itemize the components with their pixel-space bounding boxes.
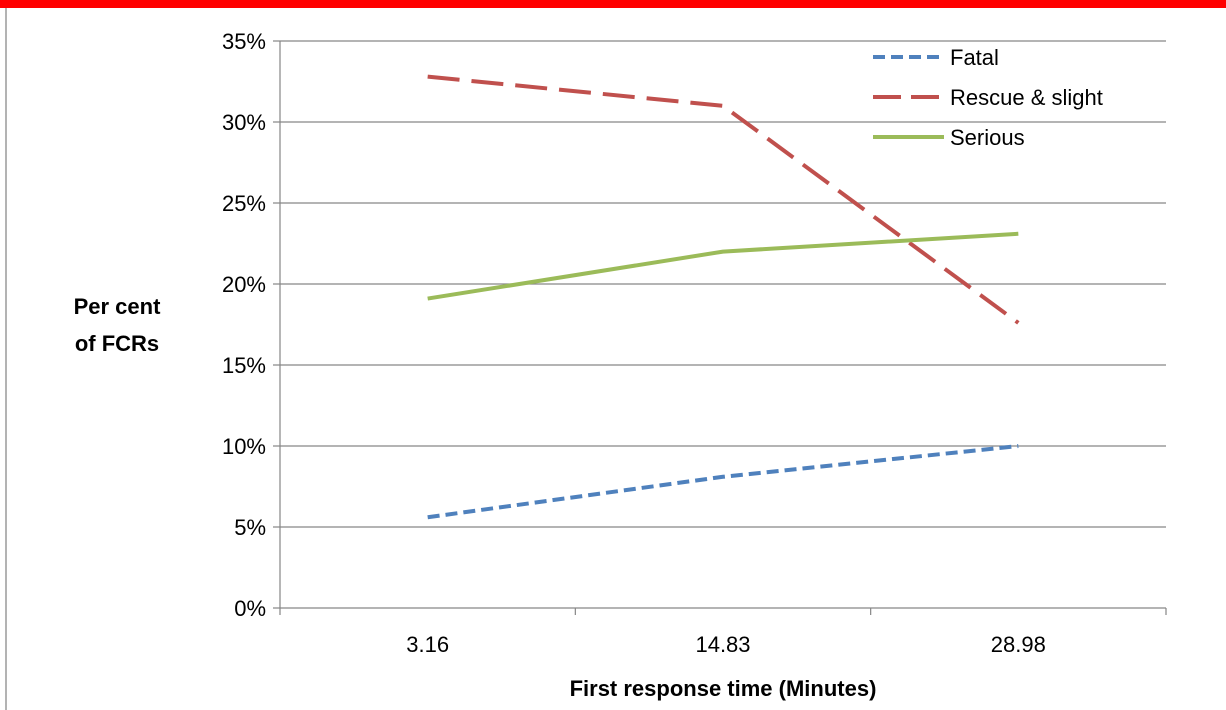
y-tick-label: 30%	[222, 110, 266, 135]
y-tick-label: 15%	[222, 353, 266, 378]
y-tick-label: 0%	[234, 596, 266, 621]
x-tick-label: 3.16	[406, 632, 449, 657]
series-line-2	[427, 231, 1019, 301]
x-tick-label: 28.98	[991, 632, 1046, 657]
axes	[273, 40, 1167, 615]
y-tick-label: 25%	[222, 191, 266, 216]
legend: Fatal Rescue & slight Serious	[873, 45, 1103, 150]
y-axis-title-line-1: Per cent	[74, 294, 161, 319]
x-axis-title: First response time (Minutes)	[570, 676, 877, 701]
top-red-frame	[0, 0, 1226, 8]
series-line-1	[427, 74, 1020, 325]
y-tick-label: 5%	[234, 515, 266, 540]
y-tick-label: 35%	[222, 29, 266, 54]
y-tick-labels: 0% 5% 10% 15% 20% 25% 30% 35%	[222, 29, 266, 621]
x-tick-labels: 3.16 14.83 28.98	[406, 632, 1046, 657]
x-tick-label: 14.83	[695, 632, 750, 657]
legend-label: Serious	[950, 125, 1025, 150]
y-axis-title-line-2: of FCRs	[75, 331, 159, 356]
y-tick-label: 20%	[222, 272, 266, 297]
series-line-0	[427, 444, 1019, 520]
gridlines	[280, 40, 1166, 528]
series-lines	[427, 74, 1020, 520]
y-tick-label: 10%	[222, 434, 266, 459]
legend-label: Fatal	[950, 45, 999, 70]
legend-label: Rescue & slight	[950, 85, 1103, 110]
